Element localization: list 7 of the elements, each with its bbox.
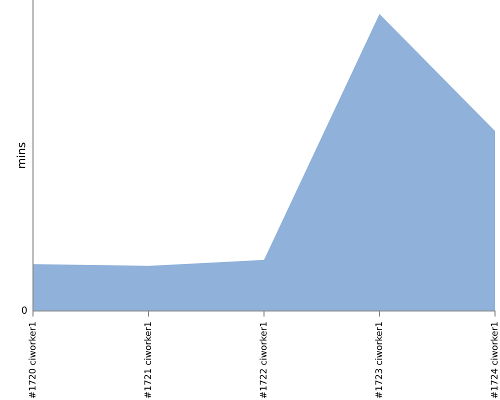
- text: 0: [22, 306, 27, 314]
- x-tick-label: #1720 ciworker1: [28, 322, 36, 398]
- x-tick-label: #1724 ciworker1: [490, 322, 498, 398]
- x-tick-label: #1722 ciworker1: [260, 322, 267, 398]
- y-axis-title: mins: [16, 142, 26, 168]
- x-tick-label: #1723 ciworker1: [375, 322, 382, 398]
- x-tick-label: #1721 ciworker1: [144, 322, 152, 398]
